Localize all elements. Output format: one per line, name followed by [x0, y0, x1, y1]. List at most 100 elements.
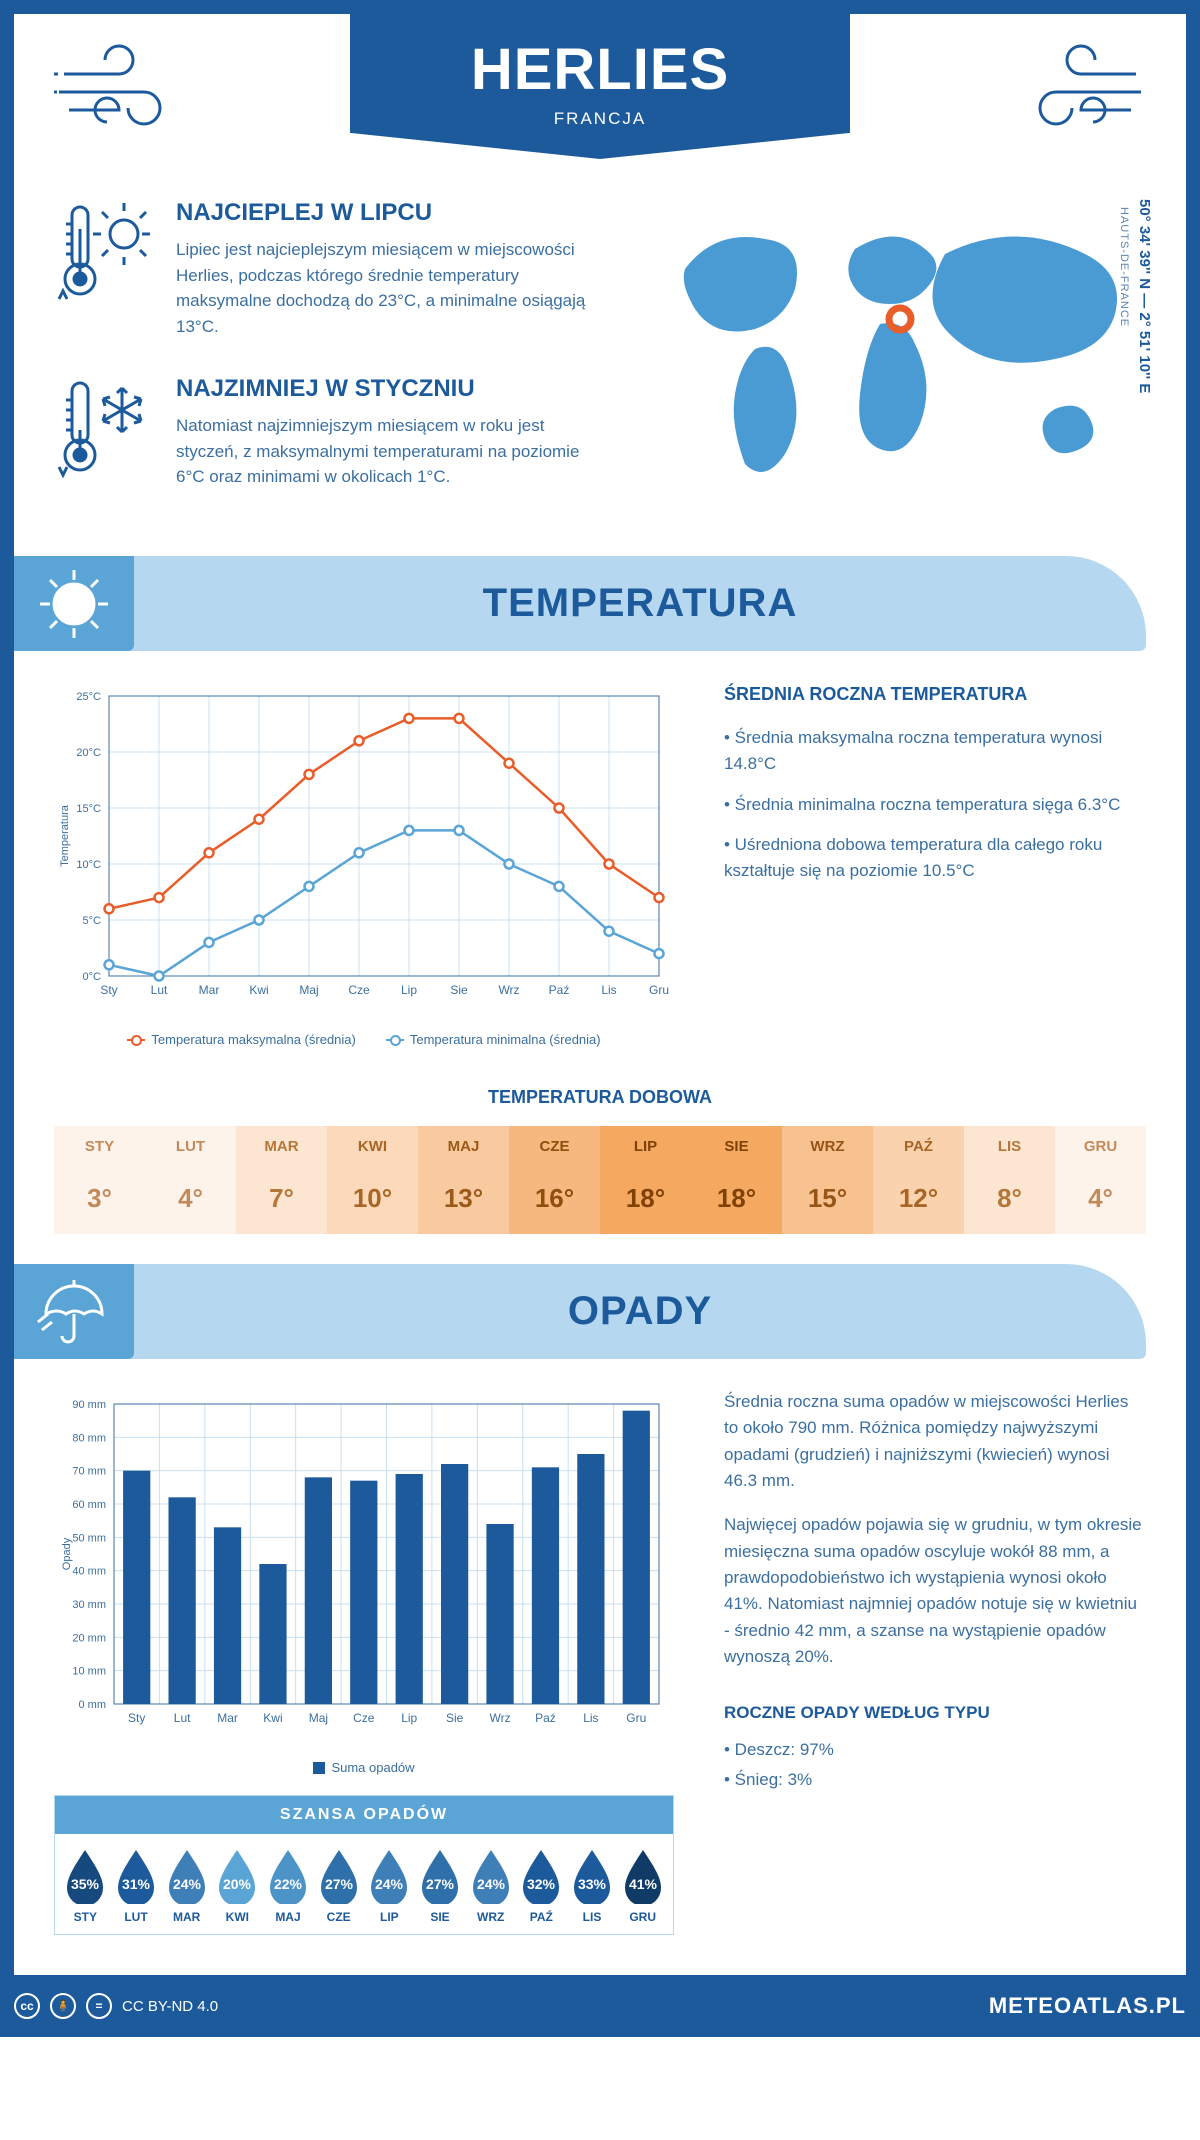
svg-text:Gru: Gru: [649, 983, 669, 997]
daily-value: 7°: [236, 1167, 327, 1234]
svg-text:Sty: Sty: [128, 1711, 145, 1725]
daily-temp-title: TEMPERATURA DOBOWA: [54, 1087, 1146, 1108]
svg-text:25°C: 25°C: [76, 691, 101, 703]
daily-value: 15°: [782, 1167, 873, 1234]
cc-icon: cc: [14, 1993, 40, 2019]
chance-title: SZANSA OPADÓW: [55, 1796, 673, 1834]
svg-text:35%: 35%: [71, 1876, 100, 1892]
legend-min: Temperatura minimalna (średnia): [410, 1032, 601, 1047]
svg-text:30 mm: 30 mm: [72, 1599, 106, 1611]
footer: cc 🧍 = CC BY-ND 4.0 METEOATLAS.PL: [0, 1975, 1200, 2037]
temp-bullet: • Uśredniona dobowa temperatura dla całe…: [724, 832, 1146, 885]
svg-text:31%: 31%: [122, 1876, 151, 1892]
daily-value: 12°: [873, 1167, 964, 1234]
temperature-chart: 0°C5°C10°C15°C20°C25°CStyLutMarKwiMajCze…: [54, 681, 674, 1047]
svg-text:Lip: Lip: [401, 983, 417, 997]
svg-text:24%: 24%: [375, 1876, 404, 1892]
svg-text:5°C: 5°C: [83, 915, 102, 927]
precip-chance-strip: SZANSA OPADÓW 35% STY 31% LUT 24% MAR 20…: [54, 1795, 674, 1935]
chance-drop: 41% GRU: [618, 1848, 667, 1924]
svg-text:Lip: Lip: [401, 1711, 417, 1725]
svg-text:33%: 33%: [578, 1876, 607, 1892]
header: HERLIES FRANCJA: [54, 14, 1146, 159]
precip-type-item: • Deszcz: 97%: [724, 1737, 1146, 1763]
precip-legend: Suma opadów: [54, 1760, 674, 1775]
svg-text:Sie: Sie: [450, 983, 468, 997]
section-title-temperature: TEMPERATURA: [134, 581, 1146, 626]
daily-month: MAR: [236, 1126, 327, 1167]
svg-text:Opady: Opady: [61, 1537, 73, 1570]
coldest-text: Natomiast najzimniejszym miesiącem w rok…: [176, 413, 604, 490]
svg-text:Lis: Lis: [583, 1711, 598, 1725]
svg-text:Lut: Lut: [174, 1711, 191, 1725]
section-header-precip: OPADY: [14, 1264, 1146, 1359]
svg-text:Maj: Maj: [299, 983, 318, 997]
svg-text:24%: 24%: [477, 1876, 506, 1892]
svg-text:41%: 41%: [629, 1876, 658, 1892]
country-name: FRANCJA: [350, 109, 850, 129]
city-name: HERLIES: [350, 36, 850, 103]
svg-text:90 mm: 90 mm: [72, 1399, 106, 1411]
svg-text:Lis: Lis: [601, 983, 616, 997]
daily-value: 4°: [1055, 1167, 1146, 1234]
daily-month: STY: [54, 1126, 145, 1167]
svg-text:Paź: Paź: [535, 1711, 556, 1725]
sun-icon: [14, 556, 134, 651]
precip-type-item: • Śnieg: 3%: [724, 1767, 1146, 1793]
svg-text:20 mm: 20 mm: [72, 1632, 106, 1644]
daily-month: MAJ: [418, 1126, 509, 1167]
svg-text:0 mm: 0 mm: [79, 1699, 107, 1711]
intro-section: NAJCIEPLEJ W LIPCU Lipiec jest najcieple…: [54, 199, 1146, 526]
temperature-summary: ŚREDNIA ROCZNA TEMPERATURA • Średnia mak…: [724, 681, 1146, 899]
daily-temp-table: STYLUTMARKWIMAJCZELIPSIEWRZPAŹLISGRU3°4°…: [54, 1126, 1146, 1234]
chance-drop: 24% MAR: [162, 1848, 211, 1924]
daily-month: WRZ: [782, 1126, 873, 1167]
temp-bullet: • Średnia maksymalna roczna temperatura …: [724, 725, 1146, 778]
chance-drop: 20% KWI: [213, 1848, 262, 1924]
daily-value: 8°: [964, 1167, 1055, 1234]
svg-text:Lut: Lut: [151, 983, 168, 997]
svg-text:22%: 22%: [274, 1876, 303, 1892]
license-text: CC BY-ND 4.0: [122, 1998, 218, 2015]
svg-text:Temperatura: Temperatura: [59, 804, 71, 867]
svg-text:Gru: Gru: [626, 1711, 646, 1725]
precip-text-1: Średnia roczna suma opadów w miejscowośc…: [724, 1389, 1146, 1494]
coordinates: 50° 34' 39'' N — 2° 51' 10'' E HAUTS-DE-…: [1114, 199, 1156, 393]
precip-summary: Średnia roczna suma opadów w miejscowośc…: [724, 1389, 1146, 1797]
svg-text:27%: 27%: [325, 1876, 354, 1892]
svg-text:80 mm: 80 mm: [72, 1432, 106, 1444]
coldest-title: NAJZIMNIEJ W STYCZNIU: [176, 375, 604, 403]
chance-drop: 27% CZE: [314, 1848, 363, 1924]
svg-text:50 mm: 50 mm: [72, 1532, 106, 1544]
chance-drop: 33% LIS: [568, 1848, 617, 1924]
svg-text:Cze: Cze: [353, 1711, 375, 1725]
daily-month: CZE: [509, 1126, 600, 1167]
svg-text:Wrz: Wrz: [498, 983, 519, 997]
svg-text:20°C: 20°C: [76, 747, 101, 759]
chance-drop: 22% MAJ: [264, 1848, 313, 1924]
daily-value: 4°: [145, 1167, 236, 1234]
temp-summary-title: ŚREDNIA ROCZNA TEMPERATURA: [724, 681, 1146, 709]
precip-text-2: Najwięcej opadów pojawia się w grudniu, …: [724, 1512, 1146, 1670]
daily-value: 3°: [54, 1167, 145, 1234]
nd-icon: =: [86, 1993, 112, 2019]
svg-text:24%: 24%: [173, 1876, 202, 1892]
precip-chart: 0 mm10 mm20 mm30 mm40 mm50 mm60 mm70 mm8…: [54, 1389, 674, 1935]
hottest-block: NAJCIEPLEJ W LIPCU Lipiec jest najcieple…: [54, 199, 604, 339]
coldest-block: NAJZIMNIEJ W STYCZNIU Natomiast najzimni…: [54, 375, 604, 490]
chance-drop: 24% WRZ: [466, 1848, 515, 1924]
chance-drop: 35% STY: [61, 1848, 110, 1924]
svg-text:27%: 27%: [426, 1876, 455, 1892]
svg-text:Maj: Maj: [309, 1711, 328, 1725]
hottest-title: NAJCIEPLEJ W LIPCU: [176, 199, 604, 227]
svg-text:Mar: Mar: [217, 1711, 238, 1725]
daily-month: PAŹ: [873, 1126, 964, 1167]
chance-drop: 27% SIE: [416, 1848, 465, 1924]
wind-icon-left: [54, 14, 204, 144]
legend-max: Temperatura maksymalna (średnia): [151, 1032, 355, 1047]
region-text: HAUTS-DE-FRANCE: [1114, 207, 1132, 393]
thermometer-snow-icon: [54, 375, 154, 490]
coords-text: 50° 34' 39'' N — 2° 51' 10'' E: [1136, 199, 1153, 393]
thermometer-sun-icon: [54, 199, 154, 339]
svg-text:Cze: Cze: [348, 983, 370, 997]
